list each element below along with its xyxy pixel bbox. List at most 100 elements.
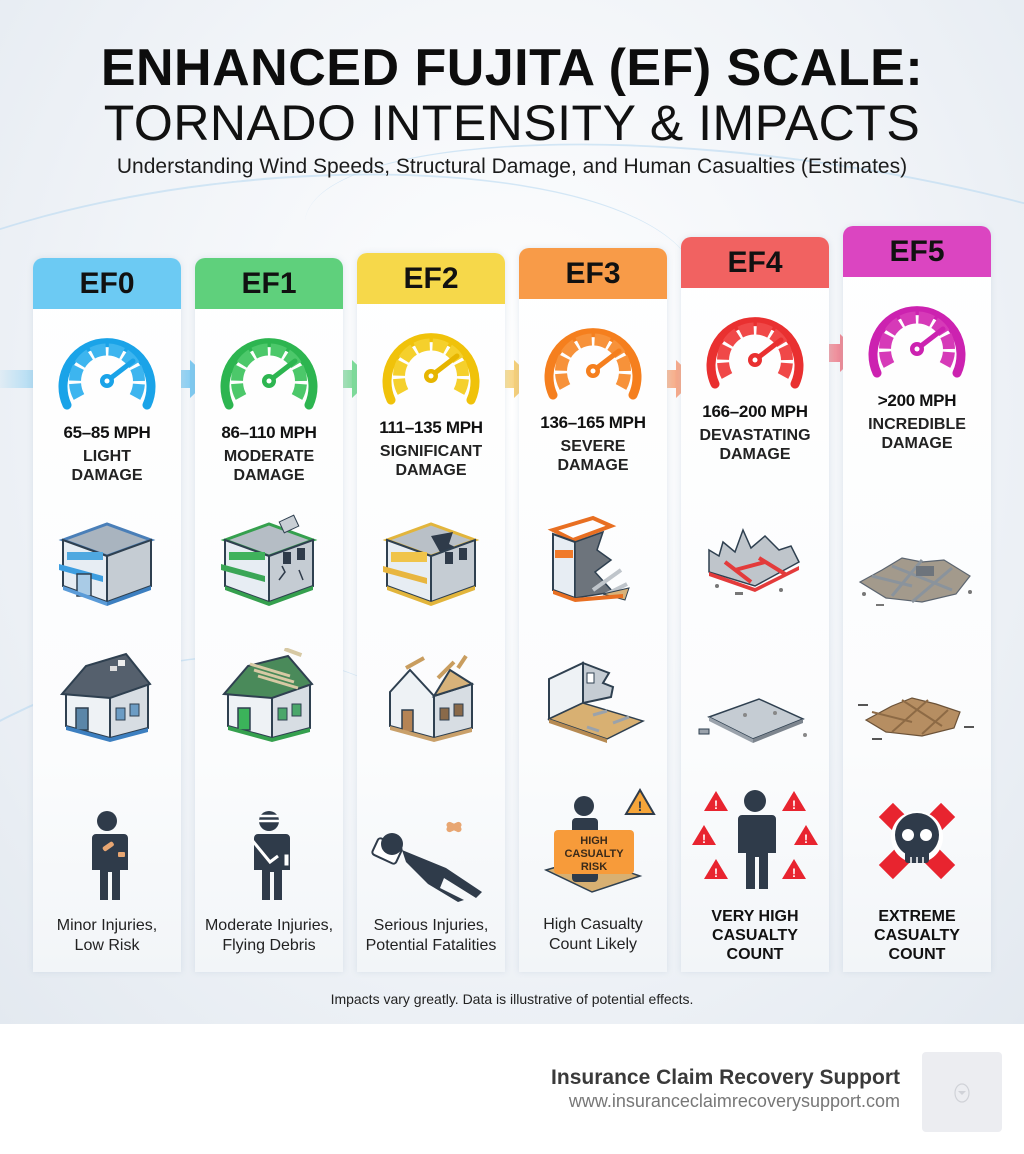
roof-torn-storefront-icon: [382, 522, 480, 606]
brand-url[interactable]: www.insuranceclaimrecoverysupport.com: [568, 1091, 900, 1111]
casualty-line: COUNT: [888, 946, 946, 963]
speedometer-icon: [706, 317, 804, 389]
damage-line: DAMAGE: [557, 457, 629, 474]
wind-speed: >200 MPH: [877, 391, 957, 410]
casualty-icon-slot: [195, 810, 343, 902]
card-header: EF5: [843, 226, 991, 277]
bare-foundation-slab-icon: [698, 698, 807, 743]
scale-card-ef2: EF2 111–135 MPH SIGNIFICANT DAMAGE: [357, 253, 505, 972]
residential-building-slot: [681, 685, 829, 755]
high-casualty-risk-sign-icon: ! HIGH CASUALTY RISK: [543, 788, 656, 893]
scale-card-ef5: EF5 >200 MPH INCREDIBLE DAMAGE: [843, 226, 991, 972]
casualty-icon-slot: !! !! !!: [681, 787, 829, 897]
wind-speed: 86–110 MPH: [221, 423, 317, 442]
damage-line: SIGNIFICANT: [379, 443, 483, 460]
rubble-building-icon: [708, 527, 800, 595]
svg-text:!: !: [792, 798, 796, 812]
speedometer-icon: [868, 306, 966, 378]
svg-text:CASUALTY: CASUALTY: [564, 848, 624, 860]
brand-name: Insurance Claim Recovery Support: [551, 1066, 900, 1089]
subtitle: Understanding Wind Speeds, Structural Da…: [116, 155, 908, 178]
casualty-description: VERY HIGH CASUALTY COUNT: [681, 907, 829, 964]
casualty-description: EXTREME CASUALTY COUNT: [843, 907, 991, 964]
damage-line: DEVASTATING: [699, 427, 811, 444]
commercial-building-slot: [33, 510, 181, 610]
svg-text:!: !: [702, 832, 706, 846]
residential-building-slot: [519, 653, 667, 743]
damage-level: DEVASTATING DAMAGE: [699, 426, 810, 464]
casualty-line: Serious Injuries,: [373, 917, 489, 934]
skull-crossed-icon: [878, 802, 956, 880]
casualty-line: Potential Fatalities: [365, 937, 497, 954]
svg-text:RISK: RISK: [581, 861, 607, 873]
damage-level: SIGNIFICANT DAMAGE: [380, 442, 482, 480]
intact-storefront-icon: [58, 522, 156, 606]
scale-card-ef4: EF4 166–200 MPH DEVASTATING DAMAGE: [681, 237, 829, 972]
cracked-storefront-icon: [220, 514, 318, 606]
casualty-line: COUNT: [726, 946, 784, 963]
collapsed-storefront-icon: [547, 515, 630, 602]
commercial-building-slot: [681, 522, 829, 612]
wind-speed: 111–135 MPH: [379, 418, 483, 437]
card-header: EF0: [33, 258, 181, 309]
damage-line: INCREDIBLE: [868, 416, 966, 433]
person-arm-sling-icon: [250, 811, 290, 900]
casualty-line: EXTREME: [878, 908, 956, 925]
speedometer-icon: [544, 328, 642, 400]
casualty-description: Minor Injuries, Low Risk: [33, 916, 181, 956]
card-header: EF2: [357, 253, 505, 304]
wood-debris-pile-icon: [858, 697, 974, 740]
scale-card-ef1: EF1 86–110 MPH MODERATE DAMAGE: [195, 258, 343, 972]
card-header: EF1: [195, 258, 343, 309]
damage-line: DAMAGE: [881, 435, 953, 452]
flow-arrow-start: [0, 364, 40, 394]
house-walls-collapsed-icon: [547, 661, 646, 743]
damage-line: MODERATE: [223, 448, 315, 465]
person-bandaged-icon: [90, 811, 128, 900]
svg-text:!: !: [638, 798, 643, 814]
debris-pile-icon: [858, 557, 972, 606]
brand-logo: [922, 1052, 1002, 1132]
commercial-building-slot: [519, 510, 667, 610]
wind-speed: 166–200 MPH: [702, 402, 808, 421]
card-header: EF3: [519, 248, 667, 299]
damage-line: SEVERE: [560, 438, 626, 455]
scale-card-ef3: EF3 136–165 MPH SEVERE DAMAGE: [519, 248, 667, 972]
house-missing-shingles-icon: [59, 652, 152, 742]
wind-speed: 136–165 MPH: [540, 413, 646, 432]
house-roof-stripped-icon: [221, 648, 314, 742]
svg-text:HIGH: HIGH: [580, 835, 608, 847]
speedometer-icon: [220, 338, 318, 410]
card-header: EF4: [681, 237, 829, 288]
damage-line: DAMAGE: [719, 446, 791, 463]
svg-text:!: !: [804, 832, 808, 846]
residential-building-slot: [33, 648, 181, 748]
damage-line: DAMAGE: [395, 462, 467, 479]
casualty-line: Count Likely: [548, 936, 638, 953]
casualty-icon-slot: [357, 810, 505, 902]
svg-text:!: !: [714, 798, 718, 812]
damage-level: LIGHT DAMAGE: [71, 447, 142, 485]
speedometer-icon: [382, 333, 480, 405]
damage-level: INCREDIBLE DAMAGE: [868, 415, 966, 453]
casualty-icon-slot: [843, 791, 991, 891]
infographic: ENHANCED FUJITA (EF) SCALE: TORNADO INTE…: [0, 0, 1024, 1024]
svg-text:!: !: [714, 866, 718, 880]
casualty-line: Moderate Injuries,: [204, 917, 334, 934]
commercial-building-slot: [195, 510, 343, 610]
residential-building-slot: [195, 648, 343, 748]
logo-placeholder-icon: [954, 1083, 970, 1103]
title-line-1: ENHANCED FUJITA (EF) SCALE:: [100, 39, 924, 97]
damage-line: DAMAGE: [233, 467, 305, 484]
damage-line: DAMAGE: [71, 467, 143, 484]
house-roof-gone-icon: [389, 654, 475, 742]
damage-level: MODERATE DAMAGE: [224, 447, 314, 485]
wind-speed: 65–85 MPH: [63, 423, 151, 442]
svg-text:!: !: [792, 866, 796, 880]
casualty-line: Flying Debris: [222, 937, 316, 954]
casualty-line: High Casualty: [543, 916, 643, 933]
casualty-line: VERY HIGH: [711, 908, 799, 925]
casualty-line: Low Risk: [74, 937, 140, 954]
speedometer-icon: [58, 338, 156, 410]
casualty-line: Minor Injuries,: [56, 917, 158, 934]
